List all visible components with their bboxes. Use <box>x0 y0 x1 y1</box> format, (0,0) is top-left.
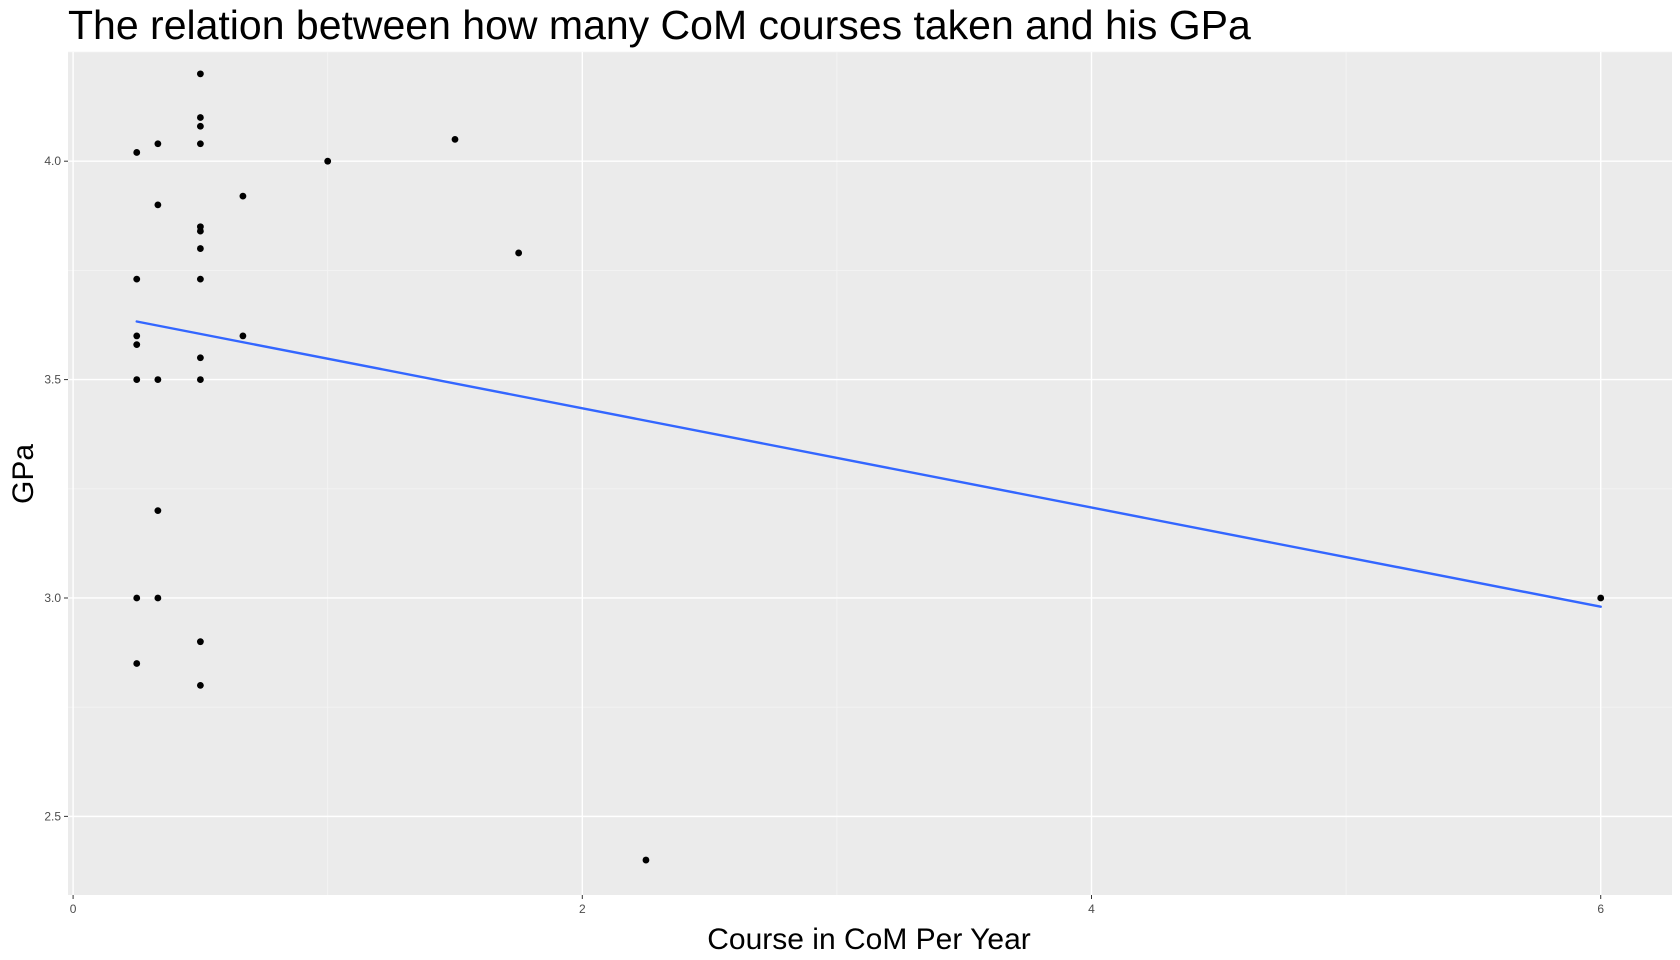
data-point <box>196 70 204 78</box>
y-tick-label: 3.0 <box>44 591 61 605</box>
data-point <box>133 275 141 283</box>
data-point <box>196 245 204 252</box>
data-point <box>196 122 204 130</box>
data-point <box>196 114 204 121</box>
data-point <box>133 332 141 340</box>
data-point <box>196 681 204 689</box>
x-tick-label: 0 <box>70 902 77 916</box>
major-gridlines <box>68 52 1672 895</box>
y-tick-label: 4.0 <box>44 154 61 168</box>
chart-title: The relation between how many CoM course… <box>68 2 1251 48</box>
trend-line <box>135 320 1602 608</box>
data-point <box>133 149 141 156</box>
x-tick-label: 2 <box>579 902 586 916</box>
data-point <box>451 135 459 143</box>
data-point <box>196 376 204 383</box>
data-point <box>239 192 247 200</box>
data-point <box>642 856 650 864</box>
data-point <box>1597 594 1605 602</box>
data-point <box>196 638 204 646</box>
data-point <box>196 140 204 148</box>
data-point <box>324 157 332 165</box>
data-point <box>133 660 141 667</box>
y-tick-label: 2.5 <box>44 809 61 823</box>
data-point <box>239 332 247 340</box>
trend-line-layer <box>135 320 1602 608</box>
data-point <box>133 594 141 602</box>
minor-gridlines <box>68 51 1672 895</box>
plot-panel <box>68 52 1672 895</box>
y-tick-label: 3.5 <box>44 373 61 387</box>
data-point <box>133 376 141 383</box>
data-point <box>154 594 162 602</box>
data-point <box>154 140 162 148</box>
data-points <box>133 70 1605 864</box>
x-axis-title: Course in CoM Per Year <box>707 923 1031 956</box>
data-point <box>154 507 162 515</box>
data-point <box>154 201 162 209</box>
data-point <box>154 376 162 383</box>
x-axis-ticks: 0 2 4 6 <box>70 895 1604 916</box>
data-point <box>196 227 204 235</box>
data-point <box>515 249 523 257</box>
data-point <box>133 341 141 349</box>
data-point <box>196 354 204 362</box>
x-tick-label: 4 <box>1088 902 1095 916</box>
x-tick-label: 6 <box>1597 902 1604 916</box>
data-point <box>196 275 204 283</box>
y-axis-title: GPa <box>7 444 40 504</box>
y-axis-ticks: 2.5 3.0 3.5 4.0 <box>44 154 68 823</box>
